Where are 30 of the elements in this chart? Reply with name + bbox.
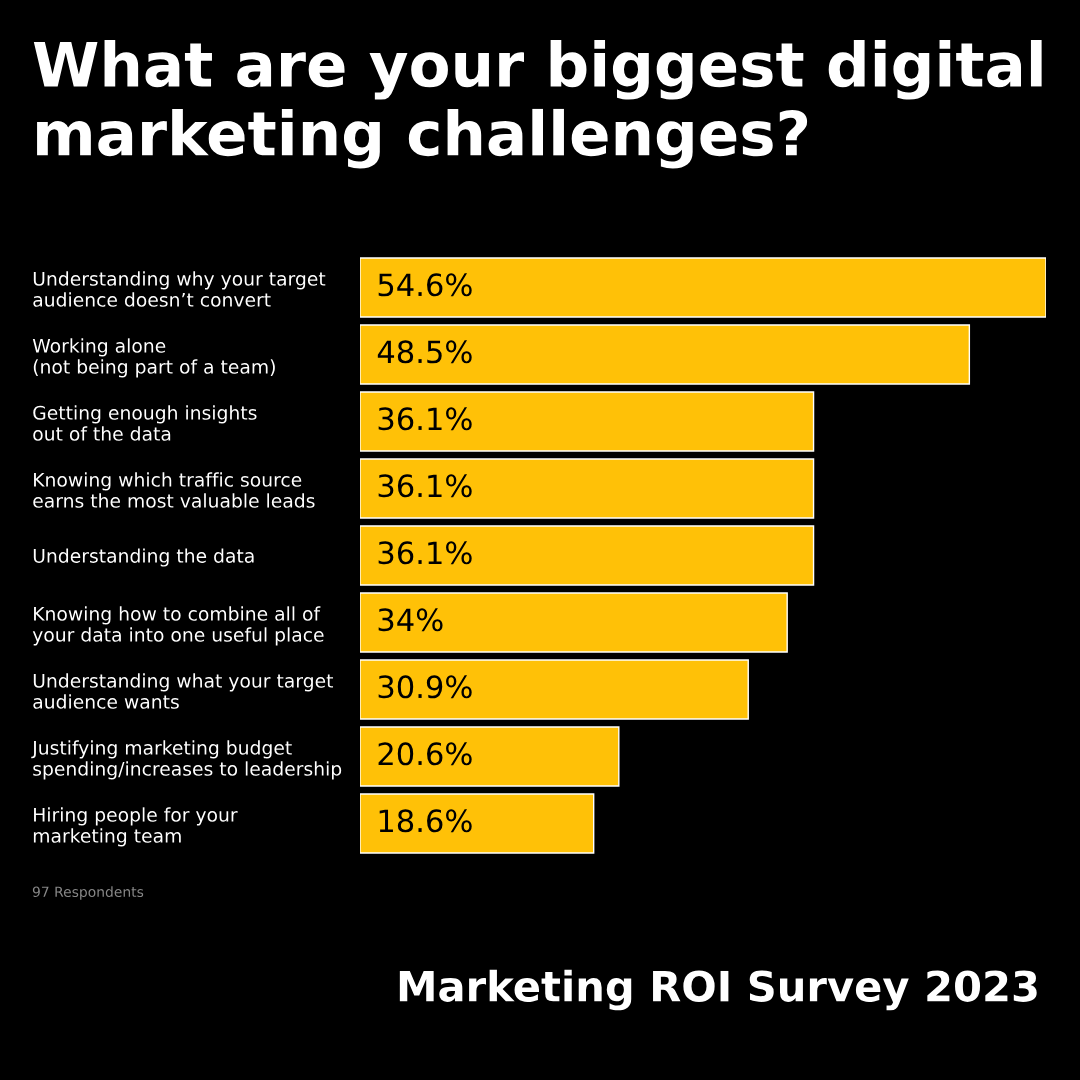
data-label: 48.5% [377, 340, 472, 364]
data-label: 34% [378, 608, 443, 632]
bar [360, 324, 971, 385]
text: Marketing ROI Survey 2023 [399, 969, 1037, 1011]
data-label: 36.1% [378, 474, 472, 498]
bar [360, 659, 749, 720]
bar [360, 458, 815, 519]
bar [360, 793, 595, 854]
data-label: 36.1% [378, 407, 472, 431]
y-tick-label: Understanding why your target audience doesn’t convert [33, 271, 326, 307]
y-tick-label: Working alone (not being part of a team) [32, 338, 275, 378]
y-tick-label: Knowing which traffic source earns the most valuable leads [33, 472, 315, 508]
chart-title: What are your biggest digital marketing challenges? [33, 40, 1042, 169]
bar [360, 592, 788, 653]
bar [360, 525, 815, 586]
y-tick-label: Getting enough insights out of the data [33, 405, 257, 441]
y-tick-label: Understanding what your target audience wants [33, 673, 334, 709]
y-tick-label: Hiring people for your marketing team [33, 807, 238, 847]
data-label: 20.6% [378, 742, 472, 766]
bar [360, 257, 1046, 318]
data-label: 30.9% [378, 675, 472, 699]
text: 97 Respondents [32, 886, 144, 900]
data-label: 36.1% [378, 541, 472, 565]
data-label: 54.6% [378, 273, 472, 297]
y-tick-label: Justifying marketing budget spending/increases to leadership [31, 740, 342, 780]
bar [360, 726, 620, 787]
y-tick-label: Understanding the data [33, 548, 254, 567]
bar [360, 391, 815, 452]
data-label: 18.6% [379, 809, 472, 833]
y-tick-label: Knowing how to combine all of your data into one useful place [32, 606, 324, 646]
